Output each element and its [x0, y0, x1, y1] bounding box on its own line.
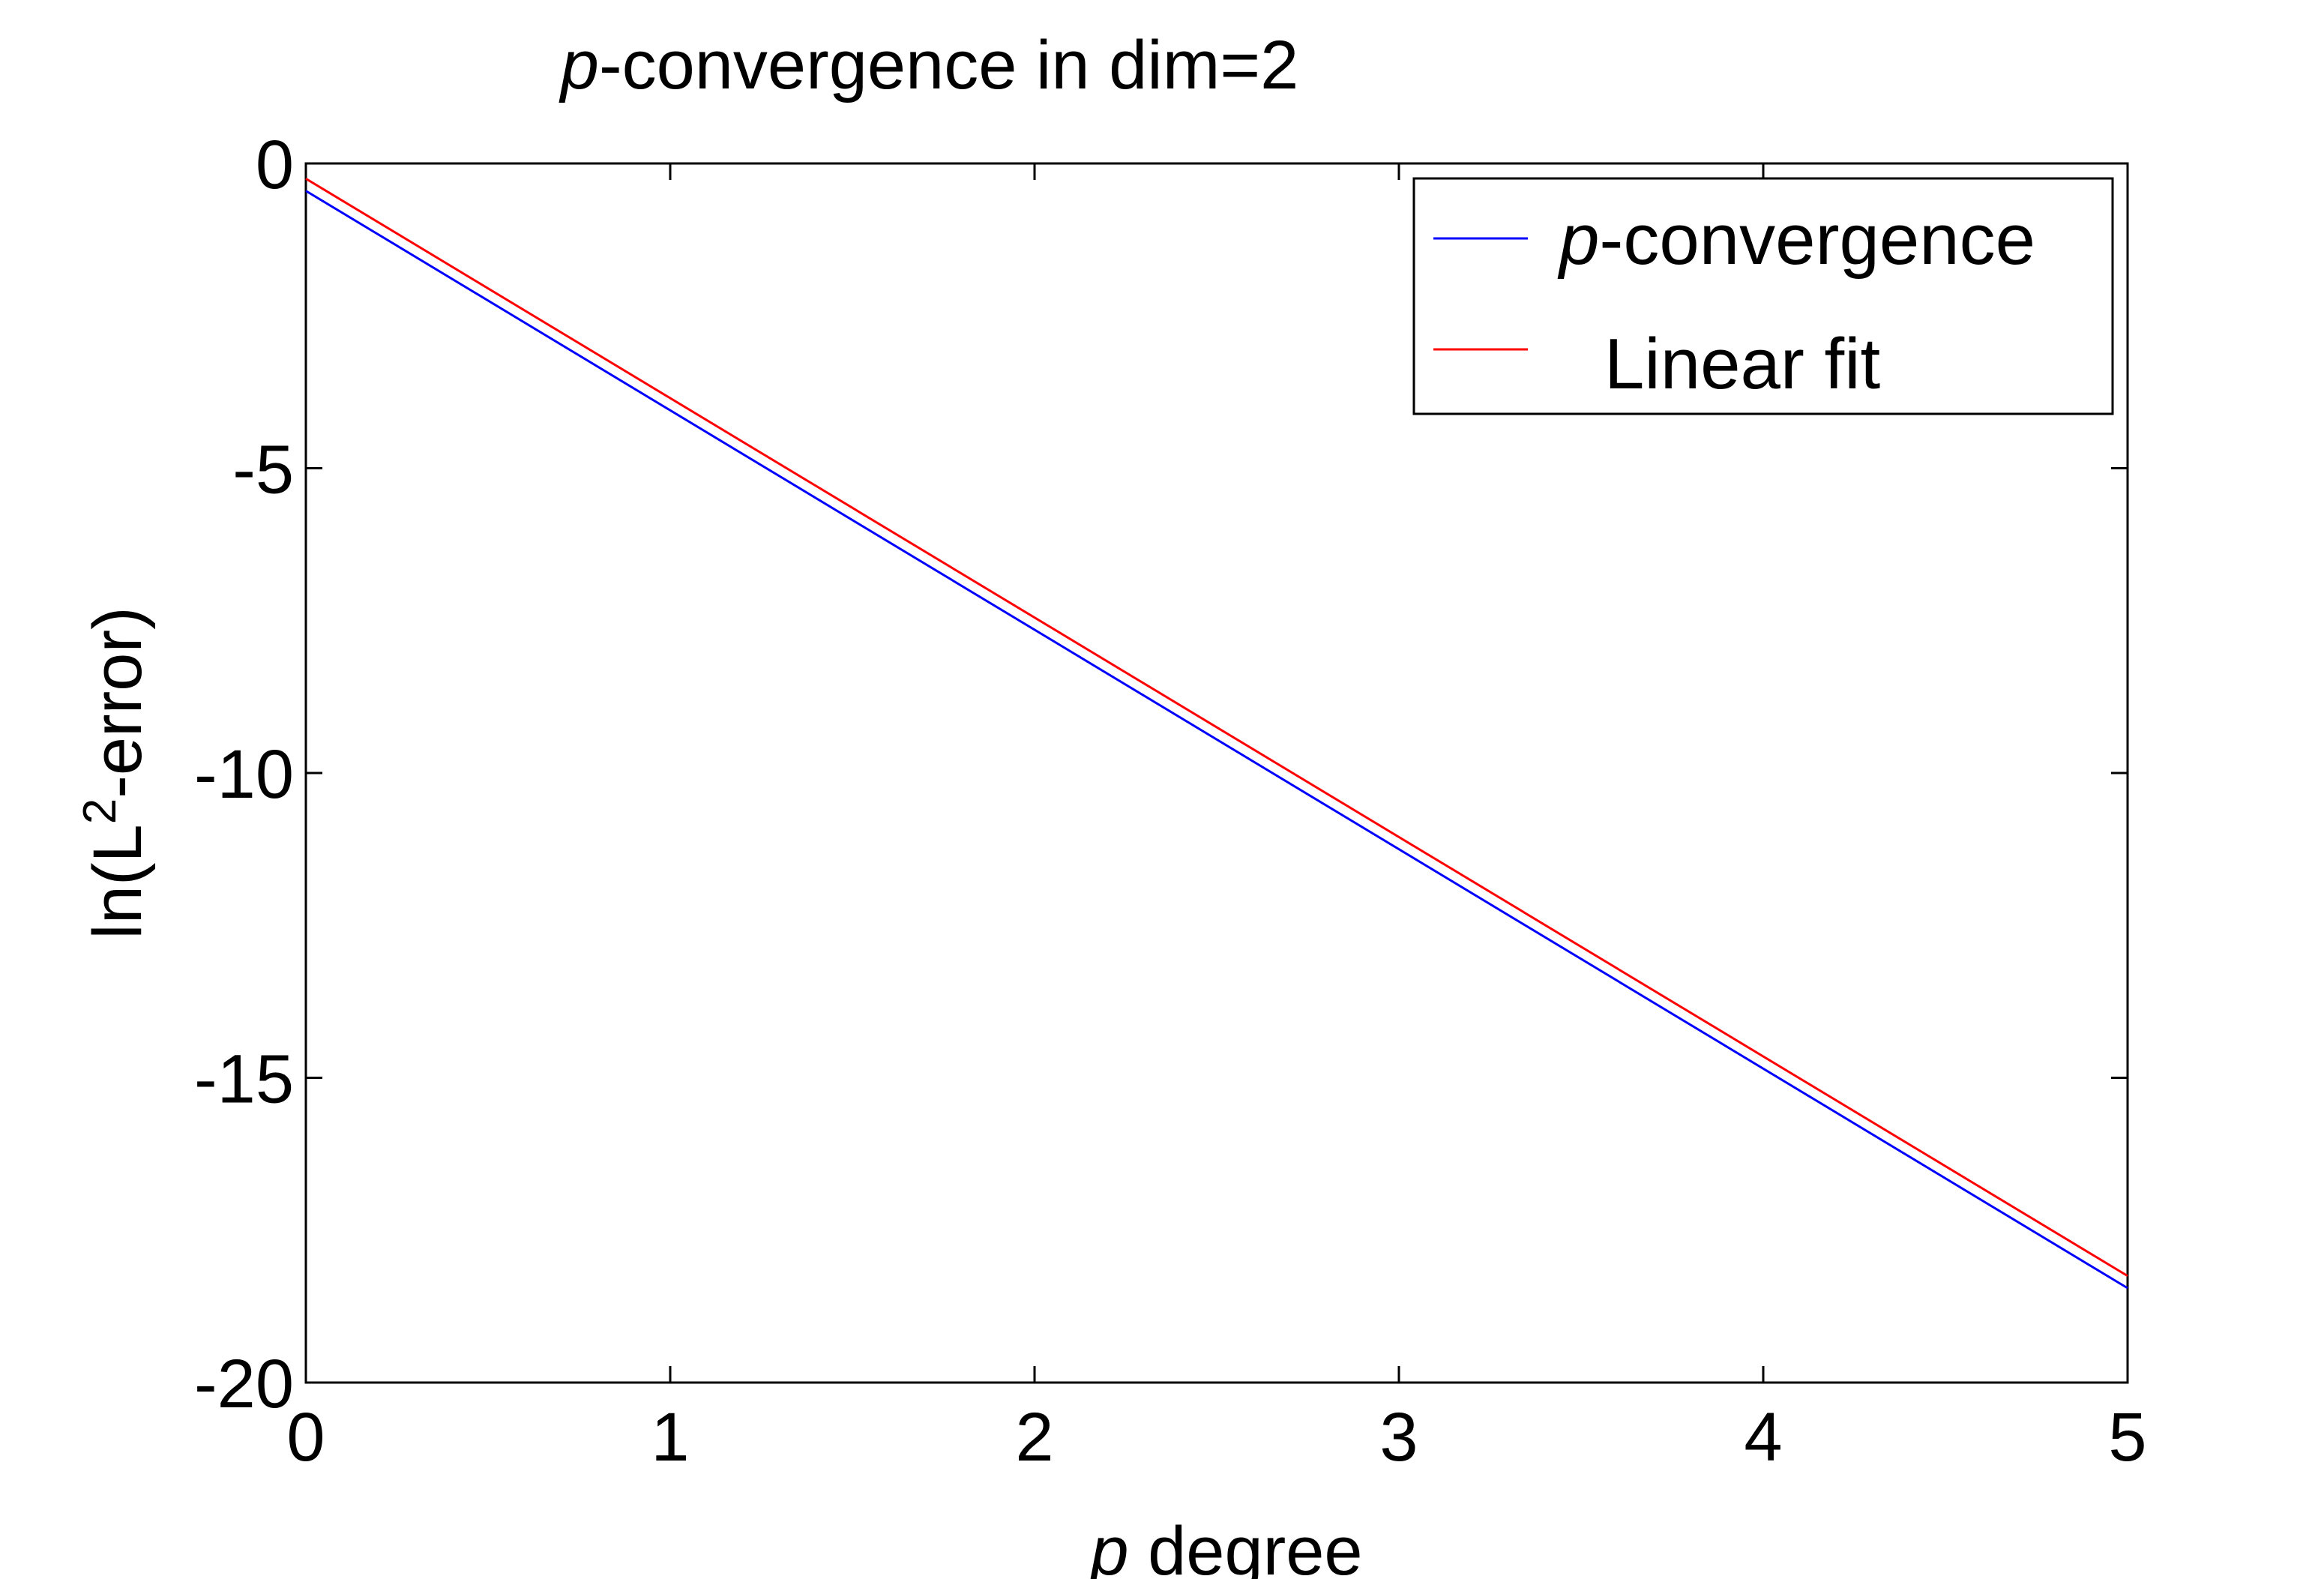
- y-tick-label: -15: [194, 1041, 294, 1118]
- y-axis-ticks: 0 -5 -10 -15 -20: [194, 127, 2128, 1422]
- x-tick-label: 1: [651, 1399, 689, 1476]
- x-tick-label: 4: [1744, 1399, 1782, 1476]
- series-group: [305, 178, 2128, 1290]
- y-tick-label: -5: [232, 432, 294, 508]
- legend-label-p-convergence: p-convergence: [1557, 199, 2035, 280]
- x-tick-label: 3: [1379, 1399, 1418, 1476]
- x-tick-label: 5: [2108, 1399, 2146, 1476]
- y-tick-label: 0: [256, 127, 294, 203]
- y-tick-label: -20: [194, 1346, 294, 1422]
- x-tick-label: 0: [286, 1399, 325, 1476]
- y-axis-label: ln(L2-error): [74, 607, 157, 939]
- x-axis-label: p degree: [1088, 1513, 1362, 1579]
- y-tick-label: -10: [194, 736, 294, 813]
- x-tick-label: 2: [1015, 1399, 1053, 1476]
- legend-box: [1412, 177, 2114, 415]
- x-axis-ticks: 0 1 2 3 4 5: [286, 163, 2147, 1476]
- legend-label-linear-fit: Linear fit: [1604, 324, 1880, 404]
- series-line-p-convergence: [305, 190, 2128, 1290]
- chart-title: p-convergence in dim=2: [559, 27, 1298, 103]
- legend: p-convergence Linear fit: [1412, 177, 2114, 415]
- series-line-linear-fit: [305, 178, 2128, 1278]
